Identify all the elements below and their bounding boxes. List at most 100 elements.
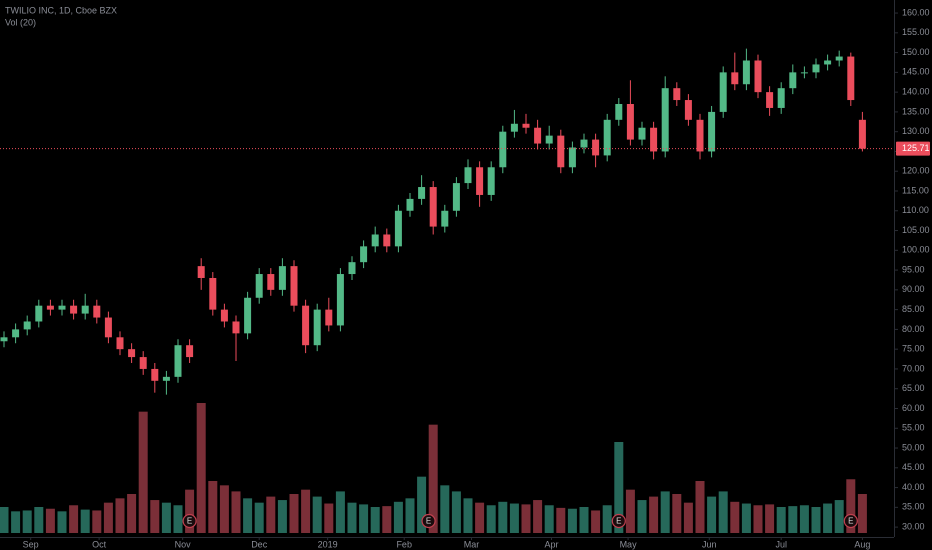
candle-body [545,135,553,144]
y-tick-label: 85.00 [902,304,925,314]
volume-bar [34,507,44,533]
candle-body [302,305,310,346]
candle-body [313,309,321,346]
candle-body [278,266,286,290]
candle-body [186,345,194,358]
y-tick-label: 95.00 [902,264,925,274]
indicator-label: Vol (20) [5,17,36,27]
y-tick-label: 30.00 [902,521,925,531]
candle-body [174,345,182,377]
volume-bar [359,504,369,533]
candle-body [476,167,484,195]
candle-body [58,305,66,310]
y-tick-label: 55.00 [902,423,925,433]
candle-body [93,305,101,318]
candle-body [104,317,112,338]
volume-bar [741,503,751,533]
y-tick-label: 70.00 [902,363,925,373]
candle-body [684,100,692,120]
x-tick-label: May [620,539,638,549]
x-tick-label: Nov [175,539,192,549]
volume-bar [591,510,601,533]
volume-bar [544,505,554,533]
volume-bar [277,500,287,533]
volume-bar [846,479,856,533]
candle-body [603,119,611,156]
candle-body [731,72,739,85]
candle-body [418,187,426,199]
candle-body [139,357,147,369]
volume-bar [231,491,241,533]
volume-bar [649,496,659,533]
volume-bar [219,485,229,533]
candle-body [568,147,576,168]
earnings-marker [421,513,436,529]
candle-body [394,210,402,247]
volume-bar [498,501,508,533]
candle-body [46,305,54,310]
volume-bar [695,481,705,533]
candle-body [464,167,472,184]
candle-body [209,277,217,310]
y-tick-label: 40.00 [902,482,925,492]
volume-bar [799,505,809,533]
earnings-marker [843,513,858,529]
volume-bar [556,507,566,533]
volume-bar [463,498,473,533]
volume-bar [161,502,171,533]
y-tick-label: 110.00 [902,205,929,215]
candle-body [452,183,460,211]
candle-body [847,56,855,101]
candle-body [0,337,8,342]
volume-bar [289,494,299,533]
candle-body [766,92,774,108]
candle-body [197,266,205,278]
x-tick-label: Jul [775,539,787,549]
candle-body [162,376,170,381]
candle-body [371,234,379,247]
volume-bar [683,502,693,533]
x-tick-label: Mar [464,539,480,549]
candle-body [35,305,43,322]
volume-bar [509,503,519,533]
candle-body [534,127,542,144]
volume-bar [266,496,276,533]
volume-bar [567,508,577,533]
volume-bar [776,507,786,533]
candle-body [255,274,263,298]
candle-body [858,119,866,149]
earnings-label: E [848,517,853,526]
candle-body [267,274,275,290]
volume-bar [405,498,415,533]
candle-body [116,337,124,350]
volume-bar [196,403,206,533]
earnings-marker [611,513,626,529]
last-price-box [896,141,930,156]
candle-body [592,139,600,156]
chart-title: TWILIO INC, 1D, Cboe BZX [5,5,117,15]
candle-body [510,123,518,132]
volume-bar [254,502,264,533]
candle-body [615,103,623,120]
earnings-label: E [187,517,192,526]
candle-body [244,297,252,334]
last-price-label: 125.71 [902,143,930,153]
volume-bar [707,496,717,533]
volume-bar [208,481,218,533]
volume-bar [417,476,427,533]
volume-bar [660,491,670,533]
candle-body [661,88,669,152]
y-tick-label: 50.00 [902,442,925,452]
volume-bar [103,502,113,533]
volume-bar [857,494,867,533]
candle-body [220,309,228,322]
y-tick-label: 45.00 [902,462,925,472]
x-tick-label: Apr [545,539,559,549]
volume-bar [428,424,438,533]
candle-body [789,72,797,89]
candle-body [719,72,727,112]
volume-bar [382,506,392,533]
candle-body [580,139,588,148]
candle-body [429,187,437,227]
